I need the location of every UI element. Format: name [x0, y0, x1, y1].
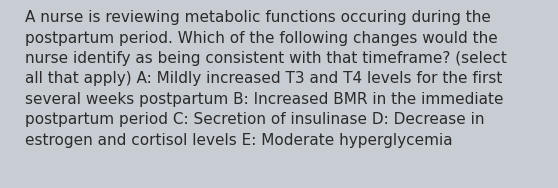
Text: A nurse is reviewing metabolic functions occuring during the
postpartum period. : A nurse is reviewing metabolic functions…: [25, 10, 507, 148]
